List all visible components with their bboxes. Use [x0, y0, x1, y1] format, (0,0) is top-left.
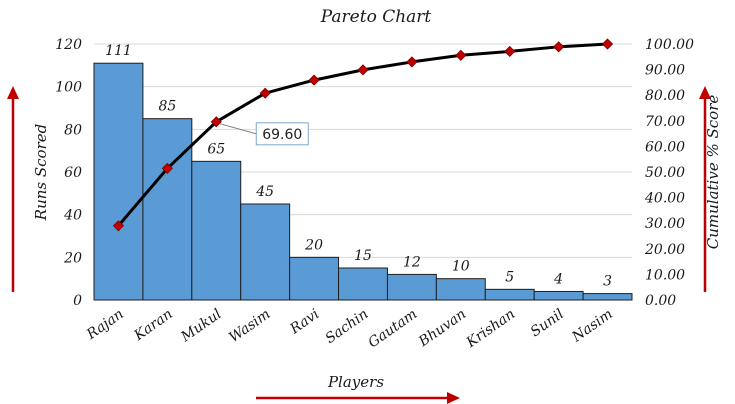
callout-box [255, 122, 309, 146]
category-label: Sunil [528, 306, 567, 340]
cumulative-line-series [112, 38, 614, 232]
right-tick-label: 30.00 [645, 216, 685, 232]
bar-data-label: 10 [452, 259, 470, 275]
category-label: Gautam [365, 306, 420, 351]
callout-leader [220, 123, 257, 135]
bar-data-label: 111 [105, 43, 132, 59]
right-tick-label: 10.00 [645, 267, 685, 283]
category-label: Rajan [83, 306, 127, 343]
line-marker [504, 45, 516, 57]
bar-data-label: 65 [207, 141, 225, 157]
bar-data-label: 4 [553, 271, 563, 287]
x-axis-title: Players [327, 373, 384, 391]
bar-data-label: 3 [603, 274, 612, 290]
line-marker [601, 38, 614, 50]
category-label: Sachin [323, 306, 372, 347]
bar-data-label: 85 [158, 99, 176, 115]
y2-axis-title: Cumulative % Score [704, 95, 722, 250]
right-tick-label: 90.00 [645, 63, 685, 79]
left-tick-label: 120 [55, 37, 82, 53]
line-marker [112, 220, 125, 232]
right-tick-label: 50.00 [645, 165, 685, 181]
left-tick-label: 60 [64, 165, 82, 181]
left-arrow-head [7, 86, 19, 99]
bar [386, 273, 437, 301]
bar [142, 118, 193, 301]
data-labels: 111 85 65 45 20 15 12 10 5 4 3 [105, 43, 612, 289]
left-tick-label: 40 [63, 208, 82, 224]
bar [338, 267, 388, 301]
bar [533, 290, 584, 301]
callout: 69.60 [220, 122, 309, 146]
bar-data-label: 5 [505, 269, 514, 285]
bottom-arrow-head [447, 392, 460, 404]
line-marker [161, 162, 173, 174]
right-tick-label: 100.00 [645, 37, 694, 53]
line-marker [210, 116, 222, 128]
right-tick-label: 80.00 [645, 88, 685, 104]
bar [435, 278, 486, 301]
left-tick-label: 20 [63, 250, 82, 266]
category-label: Krishan [463, 306, 518, 351]
category-label: Wasim [226, 306, 273, 346]
category-label: Ravi [286, 306, 322, 338]
category-label: Karan [131, 306, 176, 344]
right-tick-label: 0.00 [645, 293, 676, 309]
callout-label: 69.60 [262, 127, 302, 143]
left-axis-ticks: 0 20 40 60 80 100 120 [55, 37, 82, 309]
line-marker [406, 56, 418, 68]
bar [93, 62, 144, 301]
right-tick-label: 40.00 [644, 191, 685, 207]
bar [582, 293, 633, 301]
category-label: Bhuvan [415, 306, 469, 350]
line-marker [357, 64, 369, 76]
category-labels: Rajan Karan Mukul Wasim Ravi SachinGautamBhuv… [83, 306, 616, 351]
axis-arrows [7, 86, 711, 404]
category-label: Mukul [177, 306, 224, 346]
line-marker [259, 87, 271, 99]
bar-data-label: 45 [255, 184, 274, 200]
chart-title: Pareto Chart [320, 7, 432, 27]
y-axis-title: Runs Scored [32, 124, 50, 221]
left-tick-label: 0 [73, 293, 82, 309]
bar [289, 256, 340, 301]
bar [240, 203, 291, 301]
bar [484, 288, 535, 301]
right-tick-label: 70.00 [645, 114, 685, 130]
right-tick-label: 60.00 [645, 139, 685, 155]
bar-series [93, 62, 633, 301]
bar-data-label: 15 [354, 248, 372, 264]
right-tick-label: 20.00 [644, 242, 685, 258]
right-axis-ticks: 0.00 10.00 20.00 30.00 40.00 50.00 60.00 70.00 8… [644, 37, 694, 309]
bar [191, 160, 242, 301]
line-marker [553, 41, 565, 53]
left-tick-label: 80 [64, 122, 82, 138]
line-marker [455, 49, 467, 61]
bar-data-label: 20 [304, 237, 323, 253]
right-arrow-head [699, 86, 711, 99]
left-tick-label: 100 [55, 80, 82, 96]
category-label: Nasim [569, 306, 616, 346]
bar-data-label: 12 [403, 254, 421, 270]
line-marker [308, 74, 320, 86]
